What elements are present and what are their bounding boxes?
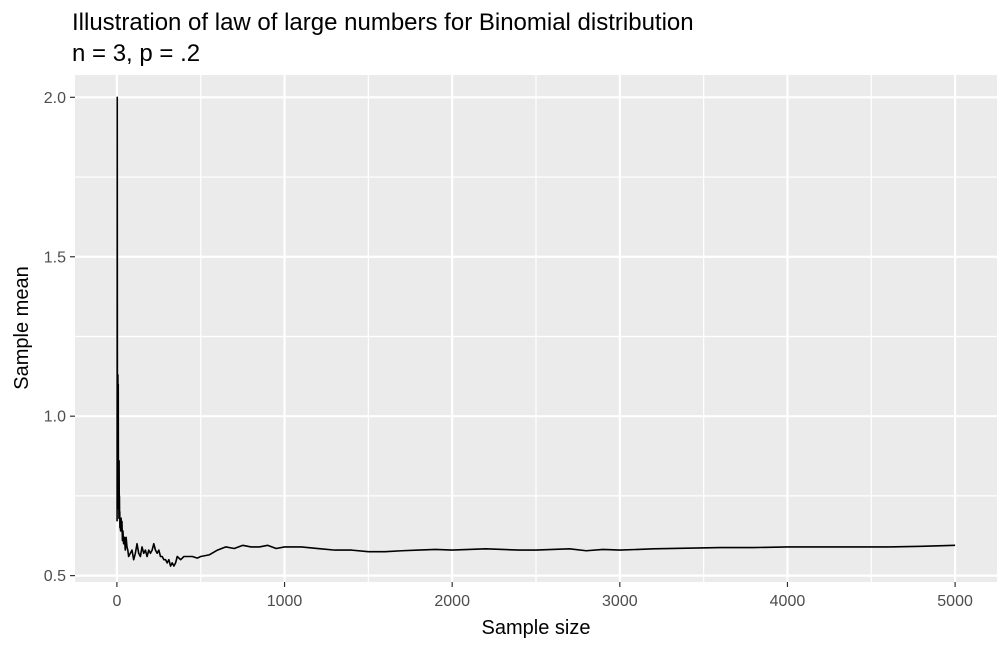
chart-title: Illustration of law of large numbers for… [72, 9, 694, 36]
x-tick-label: 1000 [267, 593, 303, 610]
y-tick-label: 1.5 [44, 249, 66, 266]
y-axis-title: Sample mean [11, 266, 33, 389]
y-tick-label: 2.0 [44, 90, 66, 107]
sample-mean-line [116, 96, 956, 567]
minor-gridlines [75, 75, 997, 582]
x-tick-label: 2000 [434, 593, 470, 610]
y-axis: 0.5 1.0 1.5 2.0 [44, 90, 75, 585]
x-tick-label: 3000 [602, 593, 638, 610]
x-tick-label: 0 [112, 593, 121, 610]
x-tick-label: 5000 [937, 593, 973, 610]
y-tick-label: 1.0 [44, 409, 66, 426]
line-layer [116, 96, 956, 567]
y-tick-label: 0.5 [44, 568, 66, 585]
chart-subtitle: n = 3, p = .2 [72, 40, 200, 67]
x-axis: 0 1000 2000 3000 4000 5000 [112, 582, 973, 610]
x-axis-title: Sample size [482, 617, 591, 639]
x-tick-label: 4000 [770, 593, 806, 610]
